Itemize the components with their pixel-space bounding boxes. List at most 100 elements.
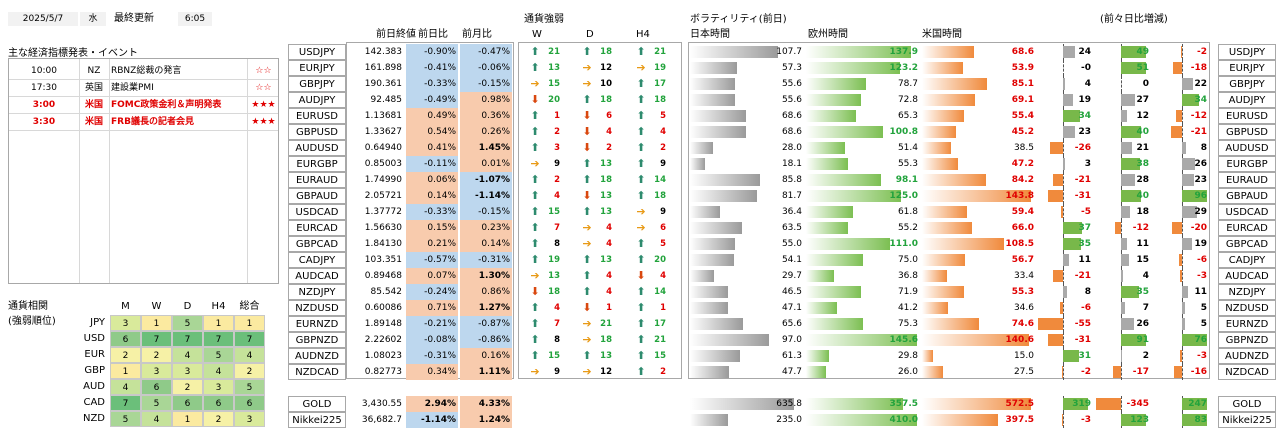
strength-value: 5: [660, 111, 666, 121]
strength-w: ⬆ 21: [520, 44, 570, 60]
commodity-change-asia-bar: [1063, 398, 1089, 410]
vol-us-value: 66.0: [1011, 223, 1034, 233]
strength-h4: ⬆ 18: [626, 92, 676, 108]
vol-us: 45.2: [922, 124, 1036, 140]
pair-label-right: EURJPY: [1218, 60, 1276, 76]
change-us-bar: [1182, 238, 1192, 250]
strength-value: 2: [554, 127, 560, 137]
change-asia-bar: [1063, 158, 1065, 170]
change-asia: 37: [1038, 220, 1094, 236]
vol-us: 56.7: [922, 252, 1036, 268]
mom-change: 1.11%: [460, 364, 512, 380]
strength-value: 4: [660, 271, 666, 281]
strength-w: ⬆ 7: [520, 316, 570, 332]
vol-europe-bar: [806, 206, 853, 218]
pair-label-right: GBPJPY: [1218, 76, 1276, 92]
pair-label-right: EURNZD: [1218, 316, 1276, 332]
event-name: RBNZ総裁の発言: [111, 66, 182, 76]
vol-asia-bar: [690, 110, 746, 122]
change-europe-value: 26: [1136, 319, 1149, 329]
mom-change: 0.14%: [460, 236, 512, 252]
vol-asia: 36.4: [690, 204, 804, 220]
strength-h4: ⬆ 21: [626, 44, 676, 60]
change-asia: 11: [1038, 252, 1094, 268]
arrow-right-icon: ➔: [636, 61, 646, 74]
change-us-value: 34: [1194, 95, 1207, 105]
strength-value: 10: [600, 79, 612, 89]
arrow-up-icon: ⬆: [636, 141, 646, 154]
vol-us-bar: [922, 222, 973, 234]
commodity-change-us-value: 83: [1194, 415, 1207, 425]
change-europe-value: 2: [1142, 351, 1149, 361]
change-asia: 4: [1038, 76, 1094, 92]
change-asia-bar: [1060, 206, 1064, 218]
vol-europe: 55.3: [806, 156, 920, 172]
vol-asia: 29.7: [690, 268, 804, 284]
strength-value: 3: [554, 143, 560, 153]
vol-europe: 36.8: [806, 268, 920, 284]
vol-asia-bar: [690, 222, 742, 234]
vol-us-bar: [922, 46, 975, 58]
vol-europe-bar: [806, 318, 864, 330]
arrow-up-icon: ⬆: [636, 189, 646, 202]
arrow-right-icon: ➔: [530, 77, 540, 90]
vol-asia-bar: [690, 334, 769, 346]
corr-rank: 3: [203, 379, 234, 395]
vol-asia-bar: [690, 142, 713, 154]
strength-h4: ⬆ 21: [626, 332, 676, 348]
prev-close: 1.84130: [364, 239, 402, 249]
strength-value: 8: [554, 335, 560, 345]
event-row: 10:00 NZ RBNZ総裁の発言 ☆☆: [9, 63, 278, 80]
dod-change: -0.49%: [406, 92, 458, 108]
vol-asia: 68.6: [690, 124, 804, 140]
change-europe: 28: [1096, 172, 1152, 188]
dod-change: -0.24%: [406, 284, 458, 300]
dod-change: 0.49%: [406, 108, 458, 124]
vol-asia-bar: [690, 78, 736, 90]
change-europe-value: 40: [1136, 127, 1149, 137]
vol-europe-bar: [806, 126, 883, 138]
vol-europe: 145.6: [806, 332, 920, 348]
strength-d: ⬇ 4: [572, 124, 622, 140]
strength-value: 15: [548, 351, 560, 361]
change-europe: 21: [1096, 140, 1152, 156]
arrow-up-icon: ⬆: [530, 125, 540, 138]
vol-europe-bar: [806, 334, 917, 346]
vol-europe-value: 145.6: [889, 335, 918, 345]
arrow-up-icon: ⬆: [636, 77, 646, 90]
vol-asia-value: 68.6: [781, 127, 802, 137]
vol-us: 15.0: [922, 348, 1036, 364]
corr-rank: 1: [234, 315, 265, 331]
vol-us: 59.4: [922, 204, 1036, 220]
strength-w: ➔ 9: [520, 156, 570, 172]
vol-us-value: 55.4: [1011, 111, 1034, 121]
vol-asia-value: 55.6: [781, 79, 802, 89]
dod-change: -0.41%: [406, 60, 458, 76]
change-europe: 40: [1096, 124, 1152, 140]
pair-label-right: AUDCAD: [1218, 268, 1276, 284]
arrow-up-icon: ⬆: [636, 333, 646, 346]
arrow-up-icon: ⬆: [636, 365, 646, 378]
prev-close: 103.351: [364, 255, 402, 265]
vol-europe: 75.3: [806, 316, 920, 332]
header-date: 2025/5/7: [8, 12, 78, 26]
change-us-value: -12: [1190, 111, 1207, 121]
arrow-right-icon: ➔: [582, 237, 592, 250]
vol-us-bar: [922, 126, 957, 138]
change-asia-bar: [1063, 126, 1075, 138]
change-us-bar: [1178, 254, 1182, 266]
vol-europe: 41.2: [806, 300, 920, 316]
corr-rank: 7: [110, 395, 141, 411]
corr-rank: 2: [234, 363, 265, 379]
mom-change: -0.47%: [460, 44, 512, 60]
header-strength: 通貨強弱: [524, 14, 564, 25]
change-asia-value: 35: [1078, 239, 1091, 249]
arrow-up-icon: ⬆: [530, 61, 540, 74]
change-asia-bar: [1047, 334, 1064, 346]
change-us-value: 76: [1194, 335, 1207, 345]
change-europe: 18: [1096, 204, 1152, 220]
vol-asia-bar: [690, 254, 735, 266]
strength-value: 6: [660, 223, 666, 233]
commodity-change-europe-value: -345: [1126, 399, 1149, 409]
vol-us-bar: [922, 94, 975, 106]
